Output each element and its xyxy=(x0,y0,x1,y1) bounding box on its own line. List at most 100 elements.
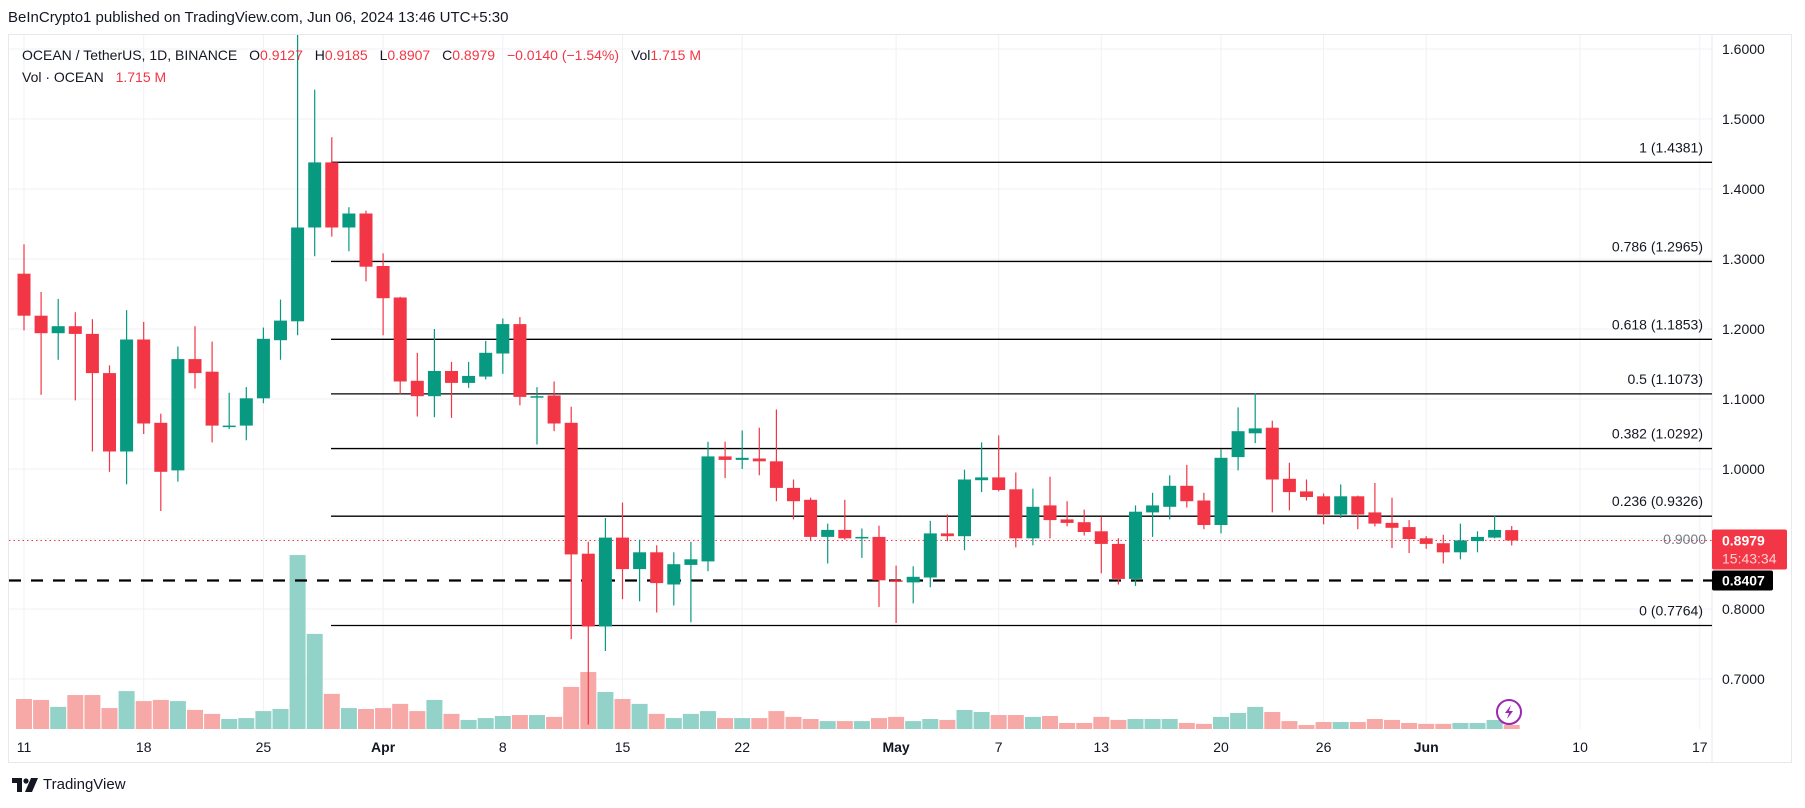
volume-bar xyxy=(990,715,1007,729)
volume-bar xyxy=(648,713,665,729)
volume-bar xyxy=(358,709,374,729)
candle xyxy=(1214,449,1228,534)
volume-bar xyxy=(1401,722,1418,729)
candle-body xyxy=(650,552,664,584)
volume-bar xyxy=(289,555,306,729)
candle-body xyxy=(513,324,527,397)
volume-bar xyxy=(905,721,922,729)
volume-series-label[interactable]: Vol · OCEAN xyxy=(22,69,104,85)
price-axis[interactable]: 1.6000 1.5000 1.4000 1.3000 1.2000 1.1000 1.00… xyxy=(1663,41,1765,687)
candle xyxy=(308,89,322,257)
candle xyxy=(154,413,168,511)
volume-bar xyxy=(255,711,272,729)
candle xyxy=(940,514,954,542)
y-tick-label: 1.3000 xyxy=(1722,251,1765,267)
symbol-label[interactable]: OCEAN / TetherUS, 1D, BINANCE xyxy=(22,47,238,63)
volume-bar xyxy=(614,699,631,729)
current-price-badge: 0.8979 15:43:34 xyxy=(1712,529,1787,570)
candle-body xyxy=(735,457,749,460)
candle xyxy=(51,298,65,360)
candle xyxy=(564,406,578,640)
candle xyxy=(684,541,698,623)
candle xyxy=(205,341,219,443)
volume-bar xyxy=(1469,722,1486,729)
tradingview-logo[interactable]: TradingView xyxy=(12,776,126,793)
candle xyxy=(616,502,629,600)
candle-body xyxy=(359,213,373,267)
candle xyxy=(1419,536,1433,549)
lightning-icon[interactable] xyxy=(1496,699,1522,725)
y-tick-label: 0.9000 xyxy=(1663,531,1706,547)
candle-body xyxy=(1248,428,1262,434)
candle-body xyxy=(103,373,116,452)
volume-bar xyxy=(1264,712,1281,729)
x-tick-label: 10 xyxy=(1572,739,1588,755)
volume-bar xyxy=(1110,719,1127,729)
volume-bar xyxy=(1144,719,1161,729)
candle-body xyxy=(855,536,869,539)
price-badges: 0.8979 15:43:34 0.8407 xyxy=(1712,529,1787,591)
candle-body xyxy=(958,479,971,537)
candle-body xyxy=(222,425,236,428)
candle xyxy=(889,565,903,623)
candle-body xyxy=(564,422,578,555)
candle-body xyxy=(1334,496,1348,515)
tradingview-logo-icon xyxy=(12,777,38,792)
volume-bar xyxy=(460,719,477,729)
time-axis[interactable]: 11 18 25 Apr 8 15 22 May 7 13 20 26 Jun 10 17 xyxy=(17,739,1708,755)
candle xyxy=(410,352,424,417)
candle xyxy=(581,541,595,725)
candle-body xyxy=(598,537,612,627)
volume-label: Vol xyxy=(630,47,651,63)
candle xyxy=(975,442,989,493)
candle xyxy=(291,35,305,336)
volume-bar xyxy=(221,719,238,729)
volume-bar xyxy=(1418,723,1435,729)
volume-bar xyxy=(84,695,101,729)
candle-body xyxy=(940,533,954,537)
candle xyxy=(752,427,766,476)
candle-body xyxy=(34,315,48,334)
volume-bar xyxy=(392,703,409,729)
candle xyxy=(171,346,185,482)
candle-body xyxy=(1419,538,1433,544)
candle xyxy=(1163,475,1177,520)
candle xyxy=(718,441,732,479)
y-tick-label: 1.1000 xyxy=(1722,391,1765,407)
x-tick-label: Jun xyxy=(1414,739,1439,755)
volume-bar xyxy=(340,708,357,729)
fib-level-label: 1 (1.4381) xyxy=(1639,139,1703,155)
volume-bar xyxy=(1435,723,1452,729)
candle xyxy=(120,310,134,485)
y-tick-label: 1.5000 xyxy=(1722,111,1765,127)
candle xyxy=(1402,520,1416,553)
volume-bar xyxy=(563,686,580,729)
candle-body xyxy=(1094,531,1108,544)
high-label: H xyxy=(314,47,325,63)
volume-bar xyxy=(1298,725,1315,729)
fib-level-label: 0.5 (1.1073) xyxy=(1628,371,1704,387)
candle-body xyxy=(393,297,407,382)
support-price-badge: 0.8407 xyxy=(1712,570,1773,591)
fib-retracement[interactable]: 1 (1.4381) 0.786 (1.2965) 0.618 (1.1853) 0.… xyxy=(331,139,1712,627)
candle xyxy=(1488,515,1502,539)
volume-bar xyxy=(802,719,819,729)
y-tick-label: 1.0000 xyxy=(1722,461,1765,477)
volume-bar xyxy=(819,721,836,729)
x-tick-label: 20 xyxy=(1213,739,1229,755)
candle-body xyxy=(1077,522,1091,532)
volume-bar xyxy=(1332,722,1349,729)
volume-bar xyxy=(272,709,289,729)
candle xyxy=(274,299,287,360)
volume-bar xyxy=(871,718,887,729)
candle-body xyxy=(479,352,493,377)
volume-bar xyxy=(665,718,682,729)
candle xyxy=(1094,516,1108,574)
candle xyxy=(445,361,458,418)
price-levels xyxy=(9,539,1712,582)
candle-body xyxy=(410,380,424,397)
candle-body xyxy=(256,338,270,399)
volume-bar xyxy=(956,709,973,729)
candle xyxy=(342,207,356,252)
